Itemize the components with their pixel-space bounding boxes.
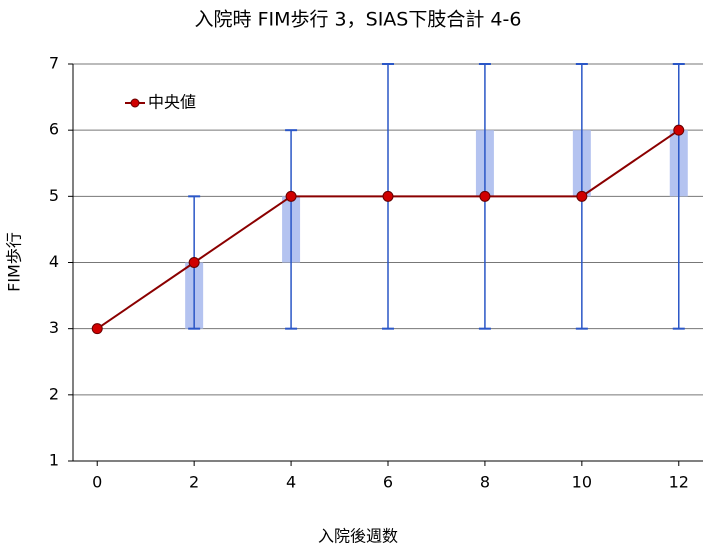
legend-marker (130, 98, 140, 108)
x-tick-label: 6 (383, 473, 393, 492)
x-tick-label: 10 (572, 473, 592, 492)
y-tick-label: 6 (49, 120, 59, 139)
x-tick-label: 4 (286, 473, 296, 492)
x-tick-label: 12 (669, 473, 689, 492)
y-axis-label: FIM歩行 (5, 232, 24, 292)
y-tick-label: 2 (49, 384, 59, 403)
x-tick-label: 2 (189, 473, 199, 492)
chart-title: 入院時 FIM歩行 3，SIAS下肢合計 4-6 (195, 9, 522, 31)
data-point (576, 190, 588, 202)
y-tick-label: 3 (49, 318, 59, 337)
data-point (382, 190, 394, 202)
data-point (91, 323, 103, 335)
data-point (673, 124, 685, 136)
x-tick-label: 0 (92, 473, 102, 492)
y-tick-label: 5 (49, 186, 59, 205)
y-tick-label: 7 (49, 54, 59, 73)
data-point (188, 257, 200, 268)
data-point (479, 190, 491, 202)
x-tick-label: 8 (480, 473, 490, 492)
legend-label: 中央値 (148, 93, 196, 112)
y-tick-label: 1 (49, 451, 59, 470)
x-axis-label: 入院後週数 (318, 527, 398, 546)
data-point (285, 190, 297, 202)
y-tick-label: 4 (49, 252, 59, 271)
